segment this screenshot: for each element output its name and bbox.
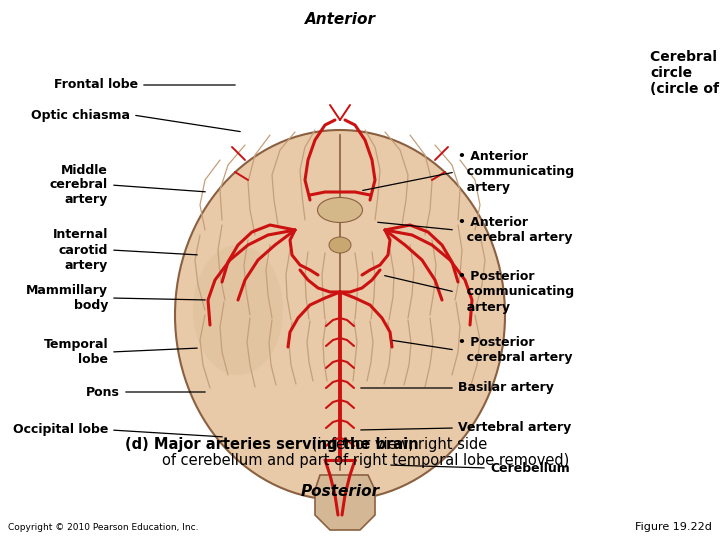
Text: Occipital lobe: Occipital lobe — [13, 423, 108, 436]
Text: Mammillary
body: Mammillary body — [26, 284, 108, 312]
Text: Frontal lobe: Frontal lobe — [54, 78, 138, 91]
Polygon shape — [315, 475, 375, 530]
Text: Optic chiasma: Optic chiasma — [31, 109, 130, 122]
Text: (d) Major arteries serving the brain: (d) Major arteries serving the brain — [125, 437, 418, 452]
Text: Posterior: Posterior — [300, 484, 379, 500]
Text: Temporal
lobe: Temporal lobe — [43, 338, 108, 366]
Text: Cerebellum: Cerebellum — [490, 462, 570, 475]
Text: Copyright © 2010 Pearson Education, Inc.: Copyright © 2010 Pearson Education, Inc. — [8, 523, 199, 532]
Text: Figure 19.22d: Figure 19.22d — [635, 522, 712, 532]
Text: Pons: Pons — [86, 386, 120, 399]
Text: Anterior: Anterior — [305, 12, 376, 28]
Text: Internal
carotid
artery: Internal carotid artery — [53, 228, 108, 272]
Text: (inferior view, right side: (inferior view, right side — [307, 437, 487, 452]
Text: Basilar artery: Basilar artery — [458, 381, 554, 395]
Text: Vertebral artery: Vertebral artery — [458, 422, 571, 435]
Ellipse shape — [193, 245, 283, 375]
Text: Cerebral arterial
circle
(circle of Willis): Cerebral arterial circle (circle of Will… — [650, 50, 720, 97]
Text: Middle
cerebral
artery: Middle cerebral artery — [50, 164, 108, 206]
Text: • Posterior
  cerebral artery: • Posterior cerebral artery — [458, 336, 572, 364]
Text: • Anterior
  cerebral artery: • Anterior cerebral artery — [458, 216, 572, 244]
Text: • Posterior
  communicating
  artery: • Posterior communicating artery — [458, 271, 574, 314]
Text: of cerebellum and part of right temporal lobe removed): of cerebellum and part of right temporal… — [125, 453, 570, 468]
Ellipse shape — [318, 198, 362, 222]
Ellipse shape — [175, 130, 505, 500]
Ellipse shape — [329, 237, 351, 253]
Text: • Anterior
  communicating
  artery: • Anterior communicating artery — [458, 151, 574, 193]
